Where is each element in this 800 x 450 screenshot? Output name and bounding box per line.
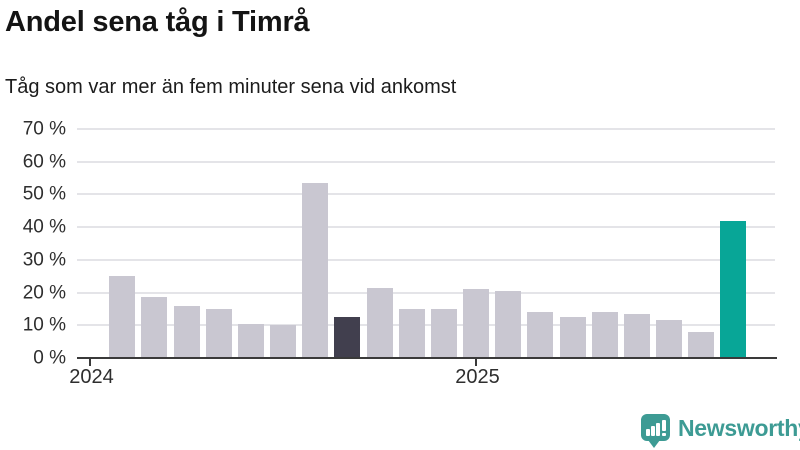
newsworthy-logo: Newsworthy xyxy=(641,414,800,448)
bar-aug-2025 xyxy=(688,331,715,358)
bar-jan-2025 xyxy=(463,289,490,358)
y-axis-label: 60 % xyxy=(22,151,66,173)
newsworthy-logo-text: Newsworthy xyxy=(678,415,800,441)
bar-nov-2024 xyxy=(398,308,425,358)
bar-aug-2024 xyxy=(302,182,329,358)
y-axis-label: 0 % xyxy=(33,347,66,369)
bar-okt-2024 xyxy=(366,287,393,358)
gridline-70 xyxy=(77,128,775,130)
page-title: Andel sena tåg i Timrå xyxy=(5,6,310,38)
bar-mar-2024 xyxy=(141,297,168,358)
x-axis-tick-2024 xyxy=(89,359,91,366)
y-axis-label: 40 % xyxy=(22,216,66,238)
y-axis-label: 20 % xyxy=(22,282,66,304)
bar-maj-2024 xyxy=(205,308,232,358)
bar-feb-2024 xyxy=(109,276,136,358)
gridline-40 xyxy=(77,226,775,229)
bar-jul-2024 xyxy=(270,325,297,358)
bar-jul-2025 xyxy=(656,320,683,358)
bar-sep-2024 xyxy=(334,317,361,358)
gridline-30 xyxy=(77,258,775,261)
bar-dec-2024 xyxy=(430,308,457,358)
chart-subtitle: Tåg som var mer än fem minuter sena vid … xyxy=(5,76,457,98)
x-axis-line xyxy=(77,357,777,359)
gridline-20 xyxy=(77,291,775,294)
x-axis-tick-2025 xyxy=(475,359,478,366)
gridline-50 xyxy=(77,193,775,196)
bar-mar-2025 xyxy=(527,312,554,358)
bar-apr-2024 xyxy=(173,305,200,358)
x-axis-label-2024: 2024 xyxy=(69,366,114,388)
bar-sep-2025 xyxy=(720,220,747,358)
y-axis-label: 50 % xyxy=(22,183,66,205)
y-axis-label: 10 % xyxy=(22,314,66,336)
bar-jun-2024 xyxy=(237,323,264,358)
gridline-10 xyxy=(77,324,775,327)
bar-chart-plot-area xyxy=(77,128,775,358)
gridline-60 xyxy=(77,160,775,163)
x-axis-label-2025: 2025 xyxy=(455,366,500,388)
bar-feb-2025 xyxy=(495,290,522,358)
bar-maj-2025 xyxy=(591,312,618,358)
bar-apr-2025 xyxy=(559,317,586,358)
bar-jun-2025 xyxy=(623,313,650,358)
y-axis-label: 30 % xyxy=(22,249,66,271)
y-axis-label: 70 % xyxy=(22,118,66,140)
